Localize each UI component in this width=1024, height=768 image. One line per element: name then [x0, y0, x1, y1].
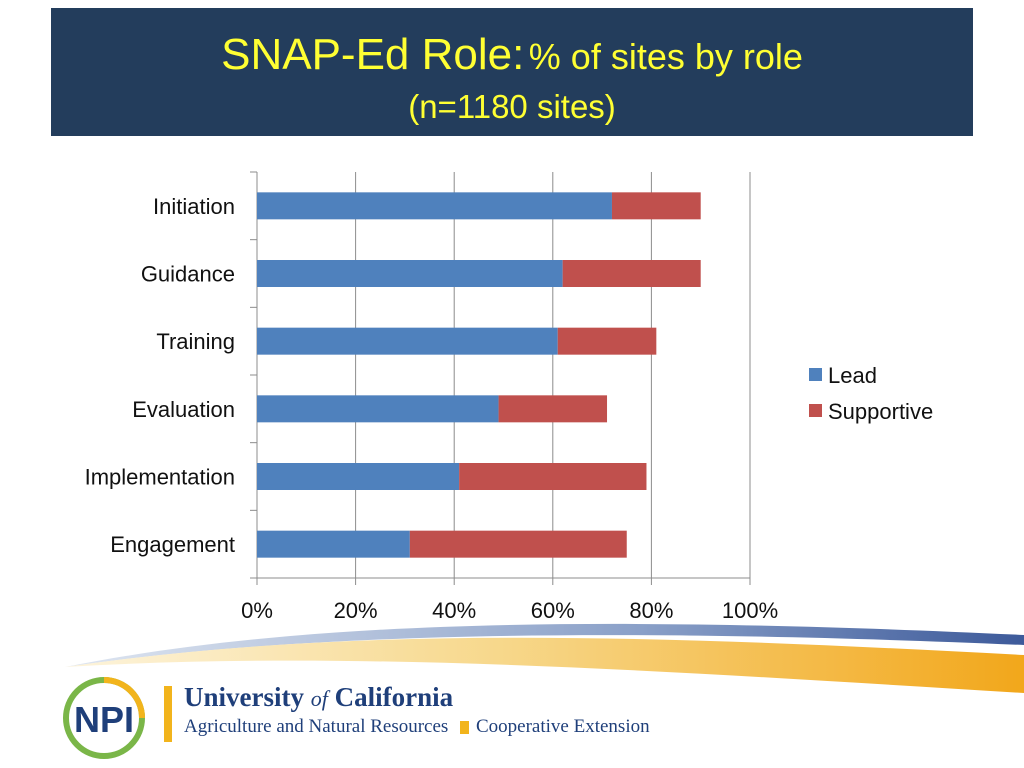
title-sample-size: (n=1180 sites)	[408, 88, 616, 125]
legend-swatch	[809, 404, 822, 417]
x-tick-label: 20%	[334, 598, 378, 620]
bar-lead	[257, 395, 499, 423]
uc-title: University of California	[184, 682, 453, 713]
bar-supportive	[459, 463, 647, 490]
x-tick-label: 100%	[722, 598, 778, 620]
footer-decoration	[65, 623, 1024, 693]
bar-supportive	[498, 395, 608, 423]
category-label: Initiation	[153, 194, 235, 219]
uc-title-b: California	[334, 682, 454, 712]
category-label: Guidance	[141, 262, 235, 287]
slide-title: SNAP-Ed Role: % of sites by role	[51, 30, 973, 80]
x-tick-label: 80%	[629, 598, 673, 620]
uc-extension: Cooperative Extension	[476, 716, 650, 737]
category-label: Evaluation	[132, 397, 235, 422]
legend-label: Supportive	[828, 399, 933, 424]
category-label: Implementation	[85, 465, 235, 490]
legend-label: Lead	[828, 363, 877, 388]
category-label: Training	[156, 329, 235, 354]
uc-subtitle: Agriculture and Natural Resources	[184, 716, 449, 737]
bar-supportive	[409, 530, 627, 558]
uc-title-of: of	[310, 686, 328, 711]
bar-lead	[257, 327, 558, 355]
bar-lead	[257, 260, 563, 287]
title-main: SNAP-Ed Role:	[221, 30, 525, 79]
bar-supportive	[562, 260, 701, 287]
bar-lead	[257, 463, 460, 490]
bar-supportive	[611, 192, 701, 220]
category-label: Engagement	[110, 532, 235, 557]
uc-gold-bar	[164, 686, 172, 742]
x-tick-label: 60%	[531, 598, 575, 620]
bar-lead	[257, 530, 410, 558]
swoosh-blue	[65, 623, 1024, 667]
swoosh-gold	[65, 637, 1024, 693]
uc-logo: University of California Agriculture and…	[164, 682, 650, 746]
npi-logo: NPI	[63, 677, 145, 759]
uc-extension-square	[460, 721, 469, 734]
title-band: SNAP-Ed Role: % of sites by role (n=1180…	[51, 8, 973, 136]
stacked-bar-chart: 0% 20% 40% 60% 80% 100% Initiation Guidance Trai…	[85, 171, 933, 620]
x-tick-label: 40%	[432, 598, 476, 620]
title-subtitle: % of sites by role	[528, 36, 803, 77]
legend-swatch	[809, 368, 822, 381]
x-tick-label: 0%	[241, 598, 273, 620]
bar-lead	[257, 192, 612, 220]
uc-title-a: University	[184, 682, 304, 712]
bar-supportive	[557, 327, 657, 355]
npi-logo-text: NPI	[74, 699, 134, 740]
